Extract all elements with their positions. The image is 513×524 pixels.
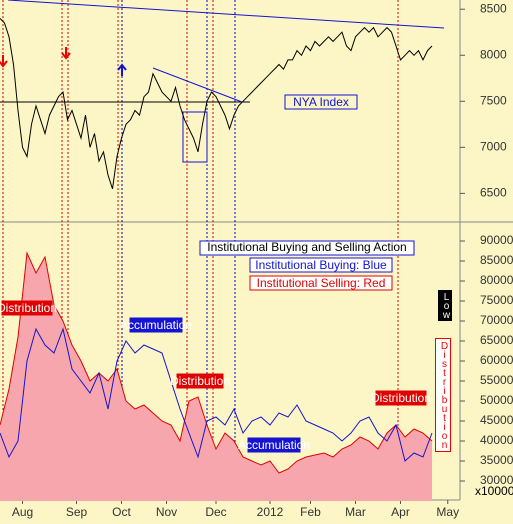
sell-arrow [61, 47, 71, 60]
y-tick-label: 30000 [480, 473, 513, 487]
x-tick-label: Mar [345, 505, 366, 519]
x-tick-label: 2012 [257, 505, 284, 519]
unit-label: x10000 [475, 484, 513, 498]
y-tick-label: 60000 [480, 353, 513, 367]
x-tick-label: May [436, 505, 459, 519]
annotation: NYA Index [293, 95, 349, 109]
legend-title: Institutional Buying and Selling Action [207, 240, 406, 254]
y-tick-label: 50000 [480, 393, 513, 407]
y-tick-label: 90000 [480, 233, 513, 247]
y-tick-label: 40000 [480, 433, 513, 447]
y-tick-label: 85000 [480, 253, 513, 267]
highlight-box [182, 111, 208, 163]
annotation: Institutional Buying: Blue [255, 258, 387, 272]
y-tick-label: 8000 [480, 47, 507, 61]
legend-title-box [199, 240, 415, 256]
y-tick-label: 45000 [480, 413, 513, 427]
annotation: Accumulation [120, 318, 192, 332]
x-tick-label: Nov [156, 505, 177, 519]
y-tick-label: 65000 [480, 333, 513, 347]
y-tick-label: 8500 [480, 1, 507, 15]
annotation-box [249, 257, 393, 273]
trend-line [7, 0, 445, 29]
x-tick-label: Feb [300, 505, 321, 519]
y-tick-label: 7000 [480, 140, 507, 154]
annotation: Distribution [0, 301, 57, 315]
y-tick-label: 70000 [480, 313, 513, 327]
annotation-box [249, 275, 393, 291]
annotation-box [129, 317, 183, 333]
annotation: Distribution [170, 374, 230, 388]
annotation: Accumulation [238, 438, 310, 452]
x-tick-label: Aug [12, 505, 33, 519]
annotation-box [176, 373, 224, 389]
annotation: Institutional Selling: Red [257, 276, 386, 290]
line [0, 251, 433, 474]
sell-arrow [0, 55, 8, 68]
line [0, 18, 433, 189]
trend-line [152, 67, 243, 103]
line [0, 327, 433, 462]
annotation-box [247, 437, 301, 453]
area [0, 253, 432, 501]
y-tick-label: 75000 [480, 293, 513, 307]
side-label: Distribution [435, 338, 451, 452]
side-label: Low [438, 290, 452, 321]
y-tick-label: 6500 [480, 186, 507, 200]
x-tick-label: Sep [66, 505, 88, 519]
y-tick-label: 80000 [480, 273, 513, 287]
annotation: Distribution [371, 391, 431, 405]
y-tick-label: 7500 [480, 93, 507, 107]
annotation-box [375, 390, 427, 406]
x-tick-label: Apr [391, 505, 410, 519]
y-tick-label: 35000 [480, 453, 513, 467]
x-tick-label: Oct [112, 505, 131, 519]
buy-arrow [117, 63, 127, 76]
annotation-box [284, 94, 358, 110]
annotation-box [1, 300, 53, 316]
y-tick-label: 55000 [480, 373, 513, 387]
x-tick-label: Dec [205, 505, 226, 519]
